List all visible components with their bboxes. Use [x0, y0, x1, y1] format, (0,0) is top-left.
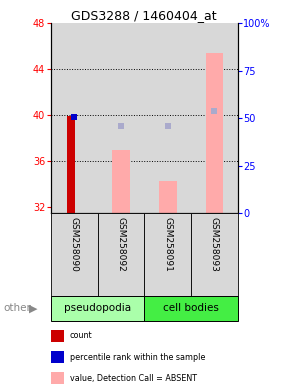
Text: ▶: ▶ [29, 303, 38, 313]
Text: value, Detection Call = ABSENT: value, Detection Call = ABSENT [70, 374, 197, 383]
Text: other: other [3, 303, 31, 313]
Title: GDS3288 / 1460404_at: GDS3288 / 1460404_at [71, 9, 217, 22]
Text: count: count [70, 331, 92, 341]
Text: GSM258093: GSM258093 [210, 217, 219, 272]
Bar [191, 213, 238, 296]
Bar [144, 296, 238, 321]
Bar [144, 213, 191, 296]
Bar [206, 53, 223, 213]
Bar [191, 23, 238, 213]
Text: pseudopodia: pseudopodia [64, 303, 131, 313]
Bar [97, 213, 144, 296]
Bar [159, 181, 177, 213]
Bar [51, 23, 97, 213]
Text: cell bodies: cell bodies [163, 303, 219, 313]
Text: GSM258090: GSM258090 [70, 217, 79, 272]
Bar [112, 150, 130, 213]
Bar [144, 23, 191, 213]
Bar [51, 296, 144, 321]
Text: GSM258092: GSM258092 [116, 217, 125, 272]
Bar [67, 116, 75, 213]
Text: GSM258091: GSM258091 [163, 217, 172, 272]
Bar [51, 213, 97, 296]
Bar [97, 23, 144, 213]
Text: percentile rank within the sample: percentile rank within the sample [70, 353, 205, 362]
